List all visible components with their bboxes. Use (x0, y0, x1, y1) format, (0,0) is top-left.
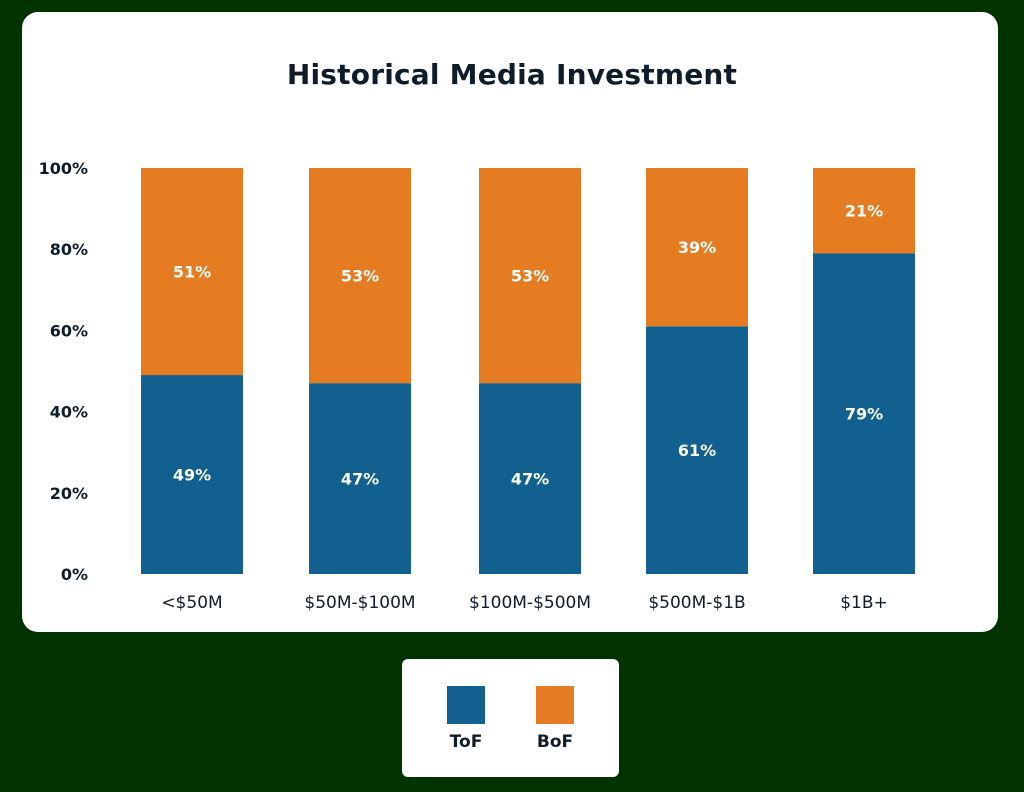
chart-plot: 0% 20% 40% 60% 80% 100% 49% 51% <$50M 47% 53% $50M-… (39, 159, 915, 613)
x-tick-label: $100M-$500M (469, 593, 591, 613)
legend-label-bof: BoF (536, 732, 574, 752)
bar-value-label: 49% (173, 466, 211, 485)
bar-tof (646, 326, 748, 574)
legend-item-bof: BoF (515, 686, 595, 752)
bar-bof (646, 168, 748, 327)
bar-value-label: 79% (845, 405, 883, 424)
y-tick-label: 20% (50, 484, 88, 503)
legend-swatch-bof (536, 686, 574, 724)
bar-tof (479, 383, 581, 574)
y-tick-label: 0% (61, 565, 88, 584)
bar-value-label: 53% (511, 267, 549, 286)
legend-swatch-tof (447, 686, 485, 724)
x-tick-label: $50M-$100M (304, 593, 415, 613)
x-tick-label: $1B+ (840, 593, 888, 613)
bar-value-label: 53% (341, 267, 379, 286)
y-tick-label: 100% (39, 159, 88, 178)
bar-value-label: 21% (845, 202, 883, 221)
legend-label-tof: ToF (449, 732, 483, 752)
bar-tof (141, 375, 243, 574)
legend: ToF BoF (402, 659, 619, 777)
bar-value-label: 51% (173, 263, 211, 282)
x-tick-label: $500M-$1B (648, 593, 745, 613)
y-tick-label: 80% (50, 240, 88, 259)
bar-bof (479, 168, 581, 384)
bar-value-label: 39% (678, 238, 716, 257)
x-tick-label: <$50M (161, 593, 222, 613)
y-tick-label: 60% (50, 321, 88, 340)
legend-item-tof: ToF (426, 686, 506, 752)
bar-bof (141, 168, 243, 376)
bar-bof (309, 168, 411, 384)
bar-tof (309, 383, 411, 574)
bar-value-label: 47% (341, 470, 379, 489)
y-tick-label: 40% (50, 403, 88, 422)
bar-tof (813, 253, 915, 574)
bar-bof (813, 168, 915, 254)
bar-value-label: 61% (678, 441, 716, 460)
bar-value-label: 47% (511, 470, 549, 489)
chart-title: Historical Media Investment (286, 58, 738, 91)
